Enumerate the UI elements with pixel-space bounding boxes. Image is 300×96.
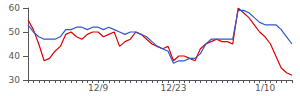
svg-text:12/23: 12/23 (161, 83, 187, 93)
svg-text:30: 30 (9, 75, 21, 85)
svg-text:40: 40 (9, 51, 21, 61)
svg-text:50: 50 (9, 27, 21, 37)
svg-text:1/10: 1/10 (255, 83, 275, 93)
svg-text:12/9: 12/9 (88, 83, 108, 93)
svg-text:60: 60 (9, 3, 21, 13)
